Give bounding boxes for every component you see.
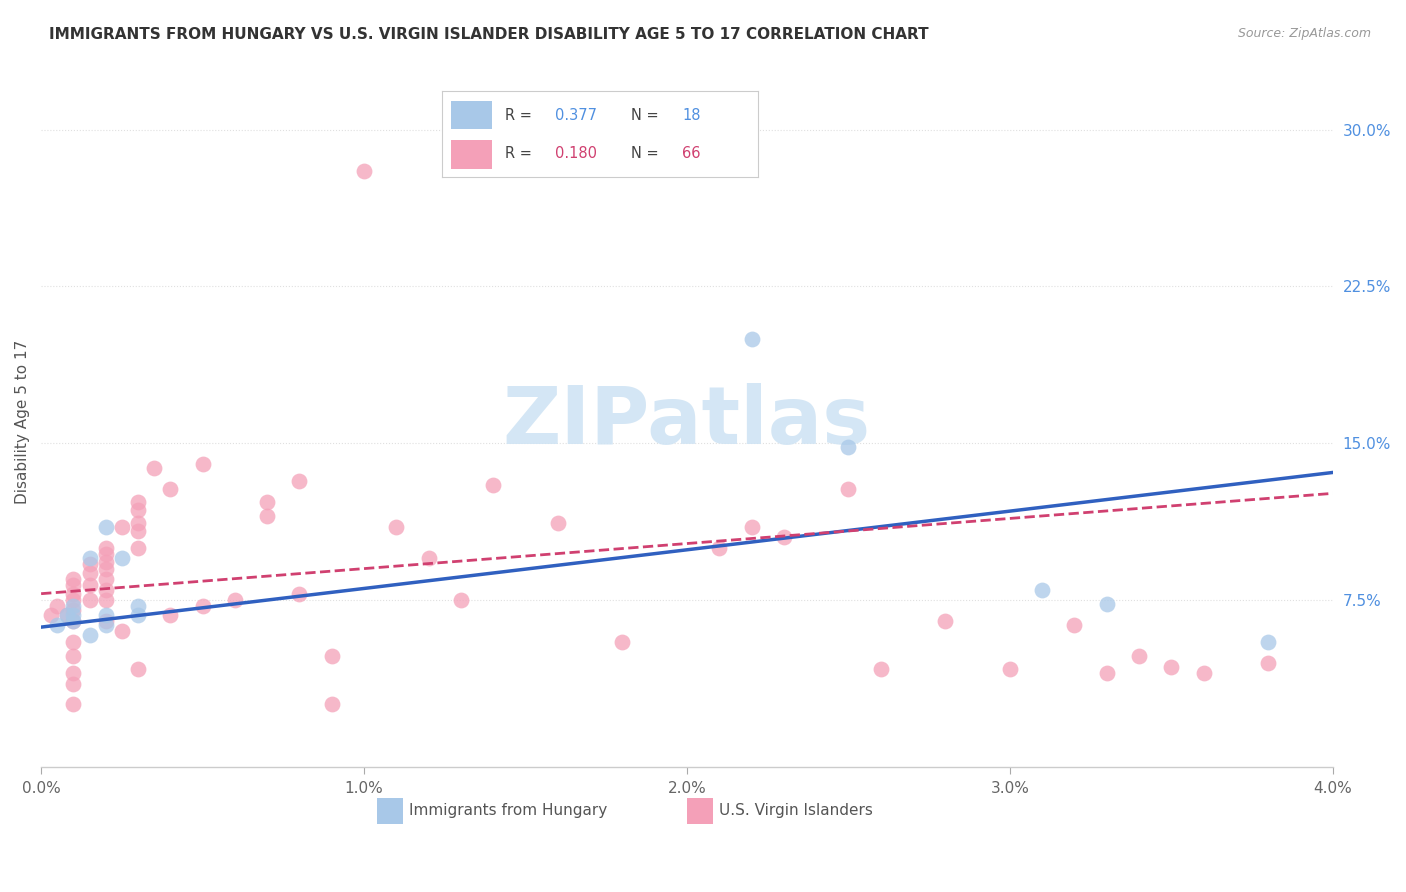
- Point: [56, 607, 79, 622]
- Point: [94, 520, 117, 534]
- Point: [94, 593, 117, 607]
- Point: [62, 593, 84, 607]
- Point: [1192, 666, 1215, 681]
- Text: IMMIGRANTS FROM HUNGARY VS U.S. VIRGIN ISLANDER DISABILITY AGE 5 TO 17 CORRELATI: IMMIGRANTS FROM HUNGARY VS U.S. VIRGIN I…: [49, 27, 929, 42]
- Point: [94, 572, 117, 586]
- Y-axis label: Disability Age 5 to 17: Disability Age 5 to 17: [15, 340, 30, 504]
- Point: [127, 662, 149, 676]
- Point: [934, 614, 956, 628]
- Point: [385, 520, 408, 534]
- Point: [79, 578, 101, 592]
- Point: [127, 503, 149, 517]
- Point: [94, 547, 117, 561]
- Point: [62, 666, 84, 681]
- Point: [62, 649, 84, 664]
- Point: [159, 482, 181, 496]
- Point: [547, 516, 569, 530]
- Point: [62, 578, 84, 592]
- Point: [62, 676, 84, 690]
- Point: [837, 482, 859, 496]
- Point: [94, 561, 117, 575]
- Point: [79, 566, 101, 580]
- Point: [127, 607, 149, 622]
- Point: [94, 541, 117, 555]
- Point: [62, 614, 84, 628]
- Point: [1063, 618, 1085, 632]
- Point: [1095, 597, 1118, 611]
- Point: [62, 572, 84, 586]
- Point: [79, 628, 101, 642]
- Point: [94, 614, 117, 628]
- Point: [256, 494, 278, 508]
- Point: [62, 587, 84, 601]
- Point: [62, 634, 84, 648]
- Point: [321, 698, 343, 712]
- Point: [62, 607, 84, 622]
- Point: [79, 593, 101, 607]
- Point: [94, 555, 117, 569]
- Point: [127, 524, 149, 538]
- Point: [46, 618, 69, 632]
- Text: Source: ZipAtlas.com: Source: ZipAtlas.com: [1237, 27, 1371, 40]
- Point: [127, 516, 149, 530]
- Text: Immigrants from Hungary: Immigrants from Hungary: [409, 803, 607, 818]
- Point: [94, 607, 117, 622]
- Point: [1160, 660, 1182, 674]
- Point: [191, 457, 214, 471]
- Point: [1031, 582, 1053, 597]
- Point: [772, 530, 794, 544]
- Point: [39, 607, 62, 622]
- Point: [62, 599, 84, 614]
- Point: [224, 593, 246, 607]
- Point: [998, 662, 1021, 676]
- Point: [741, 520, 763, 534]
- Point: [62, 698, 84, 712]
- FancyBboxPatch shape: [688, 797, 713, 823]
- Point: [56, 607, 79, 622]
- Point: [612, 634, 634, 648]
- Point: [62, 603, 84, 617]
- Point: [482, 478, 505, 492]
- Point: [46, 599, 69, 614]
- Point: [1095, 666, 1118, 681]
- Point: [321, 649, 343, 664]
- Point: [837, 441, 859, 455]
- Point: [111, 551, 134, 566]
- Point: [450, 593, 472, 607]
- Point: [1128, 649, 1150, 664]
- Point: [127, 599, 149, 614]
- Point: [869, 662, 891, 676]
- Point: [94, 618, 117, 632]
- Point: [709, 541, 731, 555]
- Point: [94, 582, 117, 597]
- Point: [418, 551, 440, 566]
- Point: [159, 607, 181, 622]
- Point: [191, 599, 214, 614]
- Point: [1257, 656, 1279, 670]
- Text: U.S. Virgin Islanders: U.S. Virgin Islanders: [720, 803, 873, 818]
- Point: [288, 587, 311, 601]
- Point: [288, 474, 311, 488]
- Point: [741, 332, 763, 346]
- Point: [1257, 634, 1279, 648]
- Point: [127, 494, 149, 508]
- Point: [62, 614, 84, 628]
- Point: [127, 541, 149, 555]
- Point: [111, 624, 134, 639]
- Point: [79, 558, 101, 572]
- Point: [256, 509, 278, 524]
- Point: [79, 551, 101, 566]
- Text: ZIPatlas: ZIPatlas: [503, 384, 872, 461]
- Point: [143, 461, 166, 475]
- FancyBboxPatch shape: [377, 797, 402, 823]
- Point: [111, 520, 134, 534]
- Point: [353, 164, 375, 178]
